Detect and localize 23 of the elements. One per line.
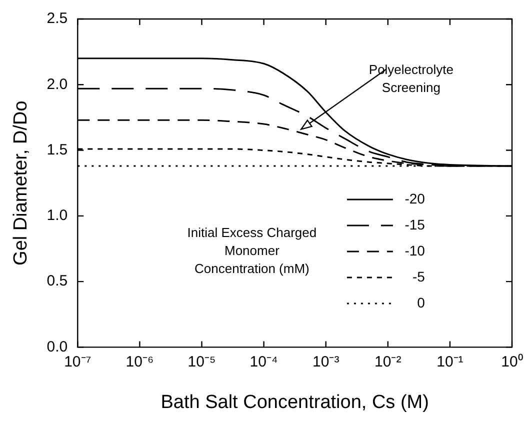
legend-label: -15 (404, 216, 426, 232)
x-tick-label: 10⁻⁷ (64, 353, 92, 370)
x-tick-label: 10⁻⁴ (250, 353, 278, 370)
legend-title: Initial Excess Charged Monomer Concentration (mM) (187, 225, 317, 276)
legend-label: 0 (417, 294, 426, 310)
legend-label: -10 (404, 242, 426, 258)
y-tick-label: 2.5 (46, 10, 68, 28)
x-tick-label: 10⁻² (374, 353, 402, 370)
x-tick-label: 10⁰ (501, 353, 523, 370)
y-axis-title: Gel Diameter, D/Do (10, 100, 32, 266)
legend-label: -5 (412, 268, 426, 284)
y-tick-label: 0.0 (46, 338, 68, 356)
y-tick-label: 2.0 (46, 76, 68, 93)
x-tick-label: 10⁻⁶ (126, 353, 154, 370)
y-tick-label: 0.5 (46, 272, 68, 290)
x-tick-label: 10⁻⁵ (188, 353, 216, 370)
x-axis-title: Bath Salt Concentration, Cs (M) (160, 392, 429, 413)
annotation: Polyelectrolyte Screening (368, 62, 454, 95)
x-tick-label: 10⁻¹ (436, 353, 464, 370)
legend-label: -20 (404, 190, 426, 206)
x-tick-label: 10⁻³ (312, 353, 340, 370)
y-tick-label: 1.0 (46, 207, 68, 224)
y-tick-label: 1.5 (46, 141, 68, 158)
